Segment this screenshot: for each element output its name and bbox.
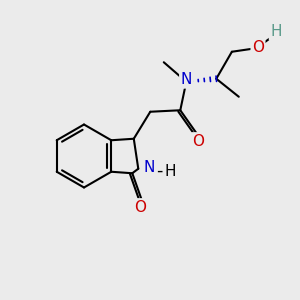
Text: O: O (192, 134, 204, 149)
Text: O: O (252, 40, 264, 55)
Text: O: O (134, 200, 146, 215)
Text: N: N (181, 72, 192, 87)
Text: –: – (156, 161, 165, 179)
Text: N: N (143, 160, 154, 175)
Text: H: H (270, 24, 282, 39)
Text: H: H (164, 164, 176, 179)
